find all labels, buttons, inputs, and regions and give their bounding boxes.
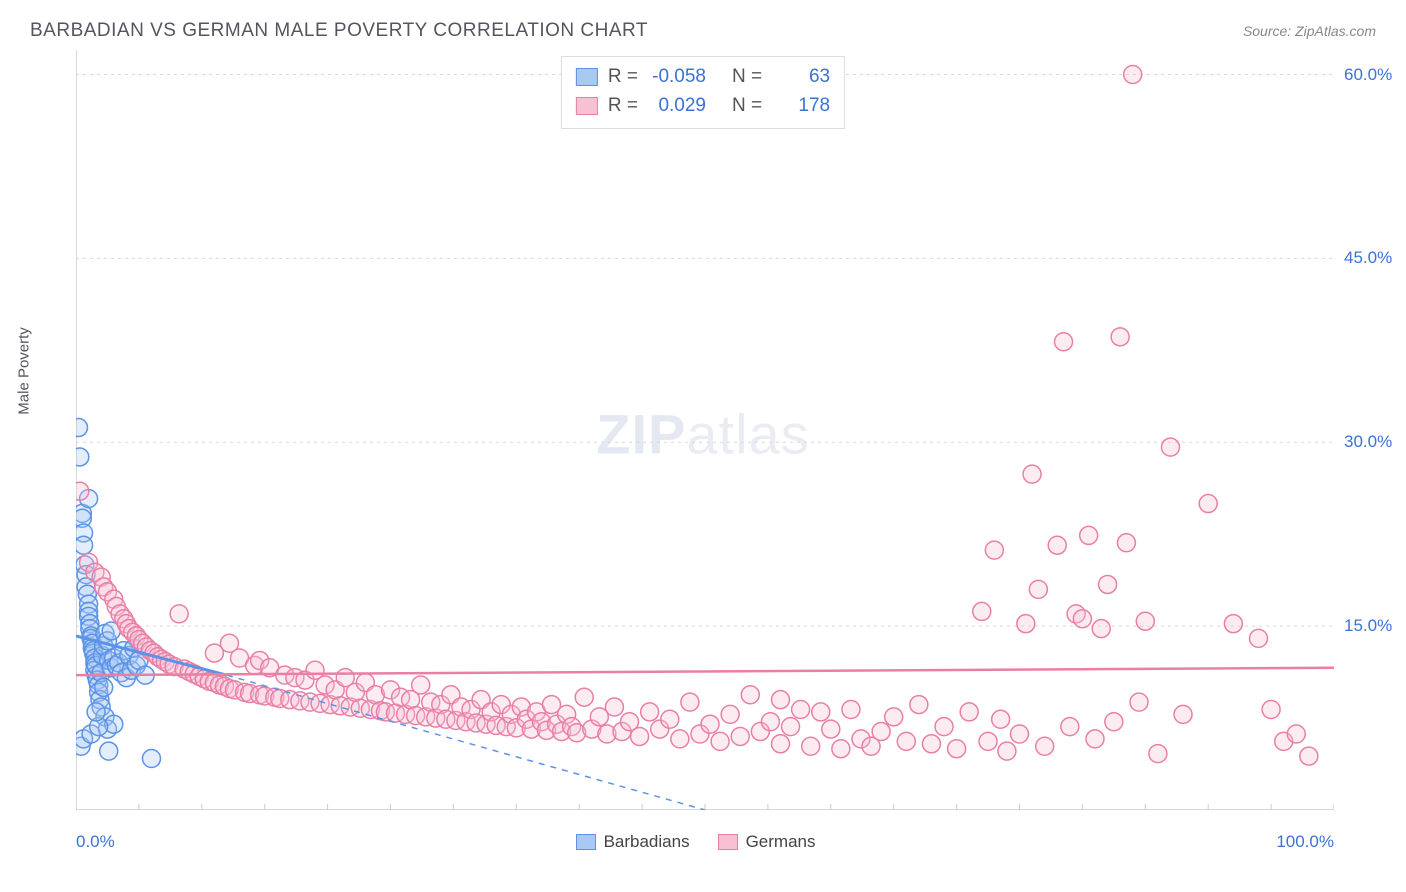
x-tick-max: 100.0% <box>1276 832 1334 852</box>
series-legend: Barbadians Germans <box>576 832 816 852</box>
y-tick-label: 60.0% <box>1344 65 1406 85</box>
header-row: BARBADIAN VS GERMAN MALE POVERTY CORRELA… <box>30 20 1376 42</box>
y-tick-label: 30.0% <box>1344 432 1406 452</box>
x-axis-row: 0.0% Barbadians Germans 100.0% <box>76 832 1334 852</box>
n-label: N = <box>732 92 762 121</box>
legend-row-germans: R = 0.029 N = 178 <box>576 92 830 121</box>
legend-row-barbadians: R = -0.058 N = 63 <box>576 63 830 92</box>
legend-swatch-icon <box>718 834 738 850</box>
source-attribution: Source: ZipAtlas.com <box>1243 23 1376 39</box>
scatter-plot <box>76 50 1334 810</box>
r-label: R = <box>608 92 638 121</box>
y-axis-label: Male Poverty <box>16 327 33 415</box>
y-tick-label: 45.0% <box>1344 248 1406 268</box>
y-tick-label: 15.0% <box>1344 616 1406 636</box>
legend-item-germans: Germans <box>718 832 816 852</box>
n-value-barbadians: 63 <box>772 63 830 92</box>
r-label: R = <box>608 63 638 92</box>
legend-item-barbadians: Barbadians <box>576 832 690 852</box>
legend-label-germans: Germans <box>746 832 816 852</box>
r-value-germans: 0.029 <box>648 92 706 121</box>
r-value-barbadians: -0.058 <box>648 63 706 92</box>
legend-swatch-icon <box>576 834 596 850</box>
legend-swatch-germans <box>576 97 598 115</box>
correlation-legend-box: R = -0.058 N = 63 R = 0.029 N = 178 <box>561 56 845 129</box>
n-value-germans: 178 <box>772 92 830 121</box>
x-tick-min: 0.0% <box>76 832 115 852</box>
legend-label-barbadians: Barbadians <box>604 832 690 852</box>
chart-container: Male Poverty ZIPatlas 15.0%30.0%45.0%60.… <box>30 50 1376 850</box>
chart-title: BARBADIAN VS GERMAN MALE POVERTY CORRELA… <box>30 20 648 42</box>
legend-swatch-barbadians <box>576 68 598 86</box>
n-label: N = <box>732 63 762 92</box>
